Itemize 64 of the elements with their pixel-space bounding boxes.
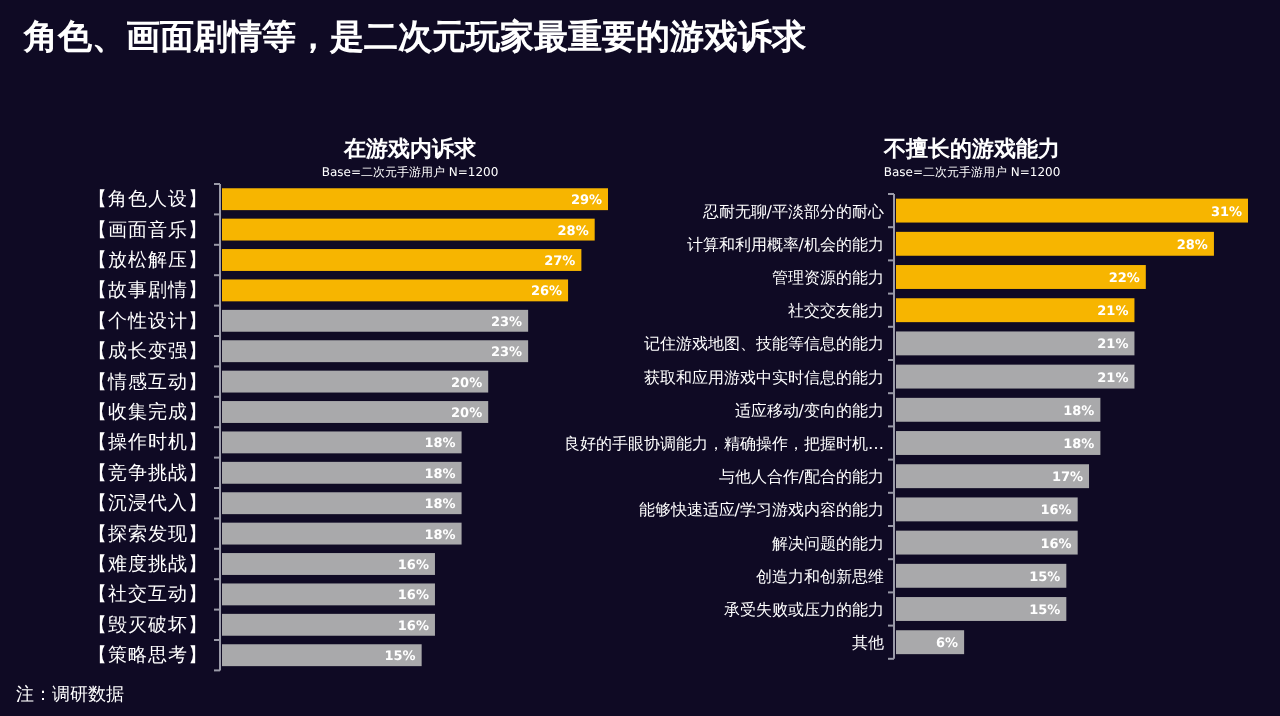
y-tick-label: 【社交互动】	[88, 582, 208, 607]
bar	[896, 530, 1078, 555]
bar	[222, 218, 595, 241]
bar	[896, 630, 965, 655]
y-tick-label: 【策略思考】	[88, 643, 208, 668]
y-tick-label: 【角色人设】	[88, 187, 208, 212]
y-tick-label: 解决问题的能力	[772, 534, 884, 553]
bar	[896, 265, 1146, 289]
bar	[222, 644, 422, 667]
bar	[222, 279, 569, 302]
bar	[222, 188, 608, 211]
y-tick-label: 【故事剧情】	[88, 278, 208, 303]
bar	[896, 298, 1135, 323]
bar	[222, 613, 435, 636]
bar	[896, 198, 1248, 223]
bar	[222, 583, 435, 606]
bar	[222, 522, 462, 545]
bar	[222, 431, 462, 454]
bar	[222, 401, 489, 423]
y-tick-label: 忍耐无聊/平淡部分的耐心	[700, 202, 884, 221]
y-tick-label: 创造力和创新思维	[756, 567, 884, 586]
y-tick-label: 【探索发现】	[88, 521, 208, 546]
bar	[896, 464, 1090, 489]
bar	[896, 497, 1078, 522]
y-tick-label: 【成长变强】	[88, 339, 208, 364]
bar	[222, 461, 462, 484]
y-tick-label: 【沉浸代入】	[88, 491, 208, 516]
y-tick-label: 承受失败或压力的能力	[724, 601, 884, 619]
bar	[222, 340, 529, 363]
y-tick-label: 【放松解压】	[88, 248, 208, 272]
y-tick-label: 【情感互动】	[88, 369, 208, 394]
text: 注：调研数据	[16, 684, 124, 706]
y-tick-label: 社交交友能力	[788, 302, 884, 321]
bar	[222, 492, 462, 515]
y-tick-label: 与他人合作/配合的能力	[718, 468, 884, 487]
y-tick-label: 管理资源的能力	[772, 269, 884, 287]
y-tick-label: 记住游戏地图、技能等信息的能力	[644, 335, 884, 354]
text: 角色、画面剧情等，是二次元玩家最重要的游戏诉求	[22, 18, 808, 58]
y-tick-label: 【难度挑战】	[88, 552, 208, 576]
bar	[222, 370, 489, 393]
bar	[222, 309, 529, 332]
y-tick-label: 其他	[852, 634, 884, 653]
bar	[896, 563, 1067, 588]
bar	[896, 331, 1135, 356]
bar	[222, 553, 435, 575]
y-tick-label: 【收集完成】	[88, 400, 208, 424]
y-tick-label: 【毁灭破坏】	[88, 612, 208, 637]
chart-title: 不擅长的游戏能力	[882, 136, 1060, 162]
y-tick-label: 适应移动/变向的能力	[734, 401, 884, 420]
y-tick-label: 计算和利用概率/机会的能力	[686, 235, 884, 254]
bar	[896, 597, 1067, 621]
y-tick-label: 【个性设计】	[88, 308, 208, 333]
bar	[896, 364, 1135, 389]
y-tick-label: 【竞争挑战】	[88, 460, 208, 485]
bar	[222, 249, 582, 271]
bar	[896, 231, 1214, 256]
y-tick-label: 良好的手眼协调能力，精确操作，把握时机…	[564, 435, 884, 453]
y-tick-label: 【画面音乐】	[88, 217, 208, 242]
bar	[896, 397, 1101, 422]
chart-title: 在游戏内诉求	[342, 136, 478, 162]
bar	[896, 431, 1101, 455]
y-tick-label: 能够快速适应/学习游戏内容的能力	[638, 501, 884, 520]
y-tick-label: 【操作时机】	[88, 430, 208, 455]
y-tick-label: 获取和应用游戏中实时信息的能力	[644, 368, 884, 387]
